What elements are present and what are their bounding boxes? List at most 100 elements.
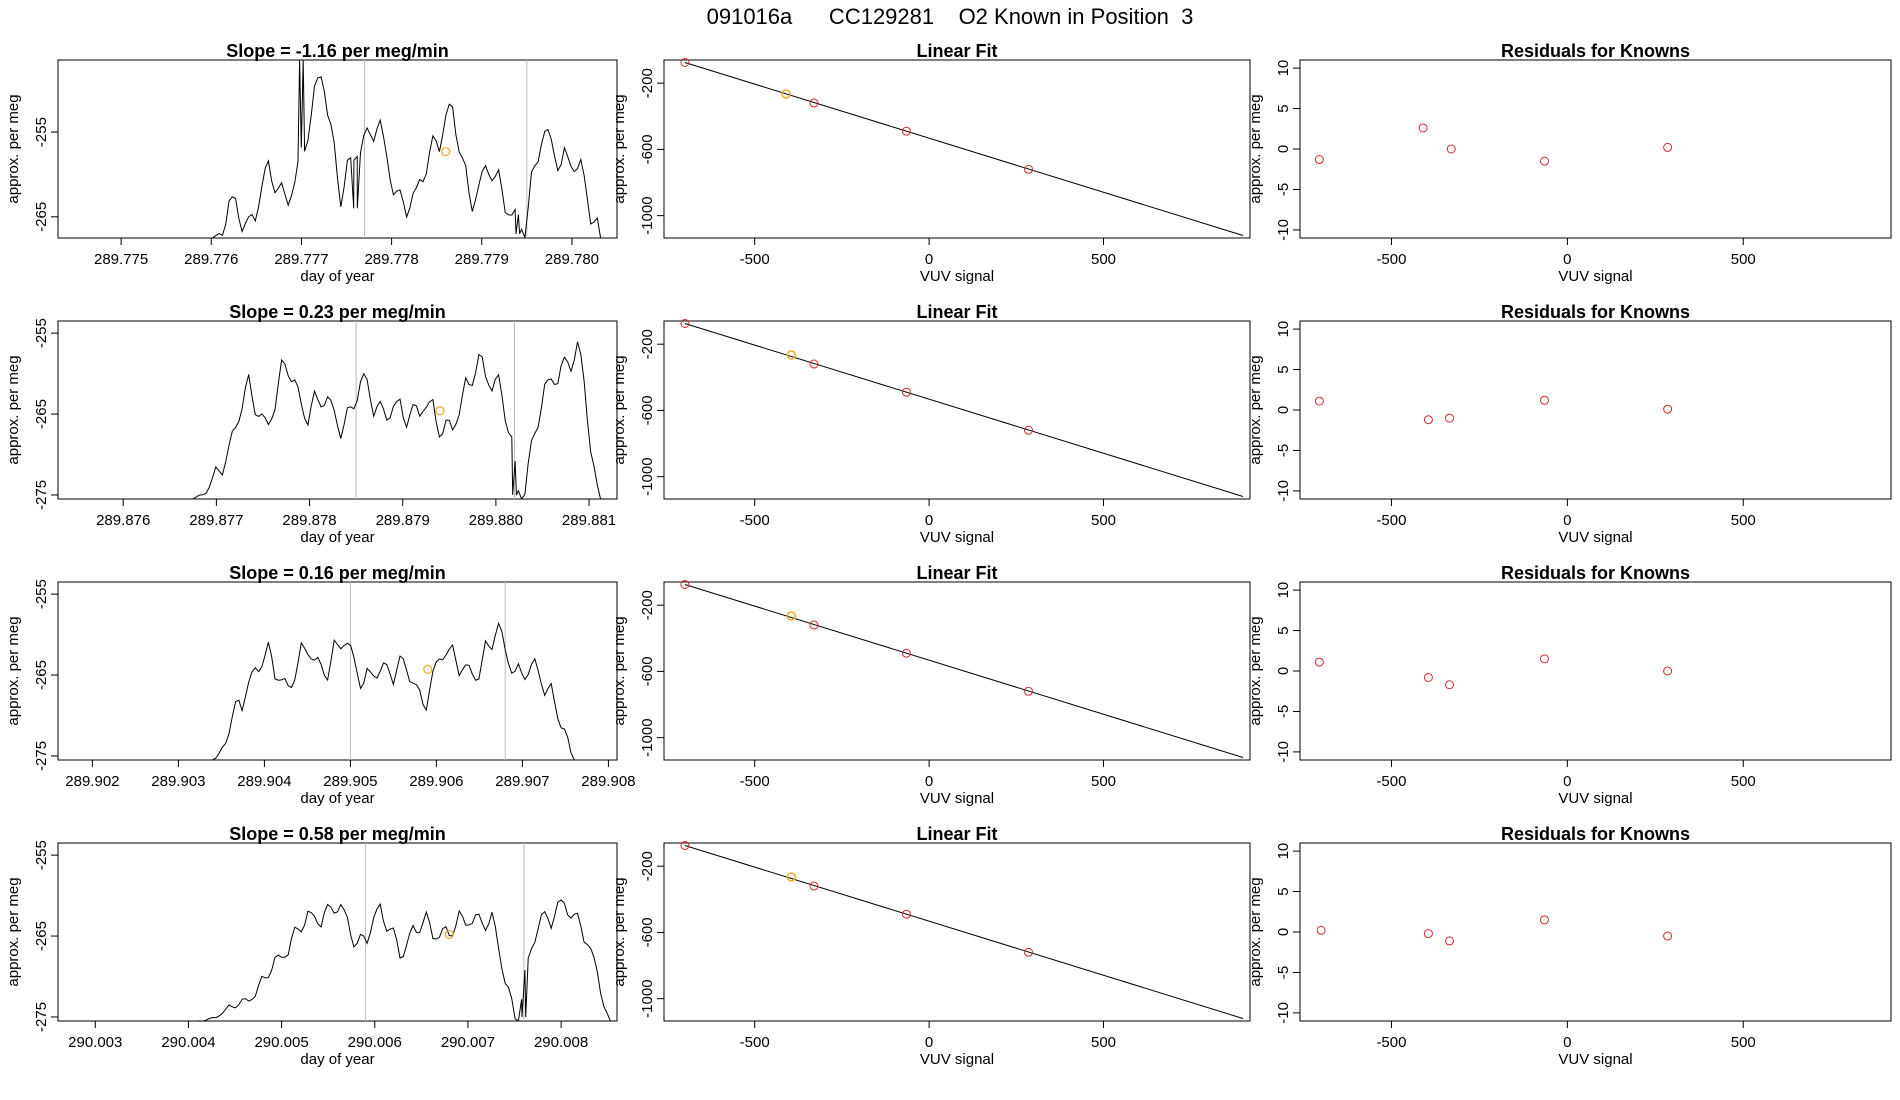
residuals-point [1663, 142, 1673, 152]
timeseries-y-tick-label: -275 [33, 741, 50, 771]
residuals-point [1423, 415, 1433, 425]
residuals-x-tick-label: 500 [1731, 512, 1756, 529]
timeseries-x-tick-label: 289.906 [409, 773, 463, 790]
linear-fit-title: Linear Fit [916, 824, 997, 844]
timeseries-x-tick-label: 290.004 [161, 1034, 215, 1051]
linear-fit-point [901, 648, 911, 658]
timeseries-frame [57, 59, 618, 239]
residuals-y-tick-label: -5 [1275, 183, 1292, 196]
timeseries-x-tick-label: 289.877 [189, 512, 243, 529]
residuals-x-tick-label: 500 [1731, 1034, 1756, 1051]
timeseries-title: Slope = 0.23 per meg/min [229, 302, 446, 322]
linear-fit-x-tick-label: 0 [925, 1034, 933, 1051]
timeseries-frame [57, 581, 618, 761]
residuals-y-tick-label: 10 [1275, 582, 1292, 599]
residuals-point [1418, 123, 1428, 133]
chart-row-2: Slope = 0.23 per meg/min 289.876 289.877 28… [5, 302, 1892, 546]
linear-fit-y-tick-label: -200 [639, 329, 656, 359]
timeseries-x-tick-label: 289.876 [96, 512, 150, 529]
residuals-y-tick-label: -5 [1275, 966, 1292, 979]
linear-fit-x-label: VUV signal [920, 1051, 994, 1068]
timeseries-panel: Slope = 0.58 per meg/min 290.003 290.004 29… [5, 824, 618, 1068]
linear-fit-point [1024, 947, 1034, 957]
timeseries-y-tick-label: -275 [33, 1002, 50, 1032]
timeseries-y-label: approx. per meg [5, 94, 22, 203]
linear-fit-x-tick-label: -500 [740, 251, 770, 268]
chart-row-4: Slope = 0.58 per meg/min 290.003 290.004 29… [5, 824, 1892, 1068]
linear-fit-point [680, 318, 690, 328]
linear-fit-point [809, 881, 819, 891]
linear-fit-highlight-point [786, 350, 797, 360]
residuals-x-label: VUV signal [1558, 268, 1632, 285]
residuals-y-tick-label: 0 [1275, 928, 1292, 936]
linear-fit-point [680, 579, 690, 589]
timeseries-title: Slope = 0.16 per meg/min [229, 563, 446, 583]
residuals-panel: Residuals for Knowns -500 0 500 VUV signal 10… [1247, 41, 1892, 285]
linear-fit-title: Linear Fit [916, 302, 997, 322]
linear-fit-frame [663, 320, 1251, 500]
residuals-point [1445, 936, 1455, 946]
timeseries-x-tick-label: 289.778 [364, 251, 418, 268]
linear-fit-point [809, 98, 819, 108]
timeseries-panel: Slope = -1.16 per meg/min 289.775 289.776 2… [5, 41, 618, 285]
linear-fit-frame [663, 842, 1251, 1022]
linear-fit-y-tick-label: -1000 [639, 196, 656, 234]
timeseries-highlight-point [441, 146, 451, 157]
linear-fit-y-tick-label: -200 [639, 68, 656, 98]
linear-fit-highlight-point [786, 872, 797, 882]
linear-fit-point [901, 909, 911, 919]
linear-fit-y-tick-label: -600 [639, 917, 656, 947]
linear-fit-point [901, 387, 911, 397]
residuals-y-tick-label: 5 [1275, 104, 1292, 112]
linear-fit-point [1024, 164, 1034, 174]
residuals-y-label: approx. per meg [1247, 94, 1264, 203]
linear-fit-x-label: VUV signal [920, 268, 994, 285]
timeseries-x-tick-label: 289.777 [274, 251, 328, 268]
linear-fit-x-label: VUV signal [920, 529, 994, 546]
timeseries-x-tick-label: 289.878 [282, 512, 336, 529]
linear-fit-point [680, 57, 690, 67]
linear-fit-y-tick-label: -1000 [639, 457, 656, 495]
residuals-point [1663, 404, 1673, 414]
timeseries-y-label: approx. per meg [5, 877, 22, 986]
residuals-point [1314, 657, 1324, 667]
linear-fit-panel: Linear Fit -500 0 500 VUV signal -200 -600 -100… [611, 302, 1251, 546]
residuals-point [1539, 156, 1549, 166]
residuals-x-tick-label: 0 [1563, 251, 1571, 268]
residuals-y-tick-label: 10 [1275, 60, 1292, 77]
residuals-point [1314, 155, 1324, 165]
residuals-point [1445, 680, 1455, 690]
residuals-x-tick-label: -500 [1376, 773, 1406, 790]
timeseries-x-tick-label: 289.881 [562, 512, 616, 529]
timeseries-x-tick-label: 290.007 [441, 1034, 495, 1051]
residuals-panel: Residuals for Knowns -500 0 500 VUV signal 10… [1247, 824, 1892, 1068]
timeseries-y-tick-label: -265 [33, 921, 50, 951]
timeseries-frame [57, 320, 618, 500]
timeseries-x-tick-label: 290.008 [534, 1034, 588, 1051]
timeseries-highlight-point [423, 664, 433, 674]
residuals-y-tick-label: -5 [1275, 705, 1292, 718]
residuals-point [1539, 395, 1549, 405]
residuals-y-tick-label: 0 [1275, 667, 1292, 675]
timeseries-x-tick-label: 289.879 [376, 512, 430, 529]
residuals-x-label: VUV signal [1558, 1051, 1632, 1068]
linear-fit-x-tick-label: 0 [925, 251, 933, 268]
linear-fit-y-label: approx. per meg [611, 355, 628, 464]
residuals-point [1539, 915, 1549, 925]
residuals-panel: Residuals for Knowns -500 0 500 VUV signal 10… [1247, 302, 1892, 546]
timeseries-y-label: approx. per meg [5, 355, 22, 464]
timeseries-y-tick-label: -255 [33, 840, 50, 870]
residuals-x-tick-label: 0 [1563, 512, 1571, 529]
timeseries-highlight-point [444, 929, 454, 940]
residuals-title: Residuals for Knowns [1501, 302, 1690, 322]
linear-fit-y-tick-label: -200 [639, 590, 656, 620]
timeseries-panel: Slope = 0.23 per meg/min 289.876 289.877 28… [5, 302, 618, 546]
timeseries-x-tick-label: 289.903 [151, 773, 205, 790]
residuals-x-tick-label: 0 [1563, 773, 1571, 790]
residuals-point [1445, 413, 1455, 423]
linear-fit-y-tick-label: -200 [639, 851, 656, 881]
timeseries-x-tick-label: 289.775 [94, 251, 148, 268]
residuals-y-tick-label: 5 [1275, 365, 1292, 373]
timeseries-y-tick-label: -275 [33, 480, 50, 510]
linear-fit-x-tick-label: 500 [1091, 251, 1116, 268]
